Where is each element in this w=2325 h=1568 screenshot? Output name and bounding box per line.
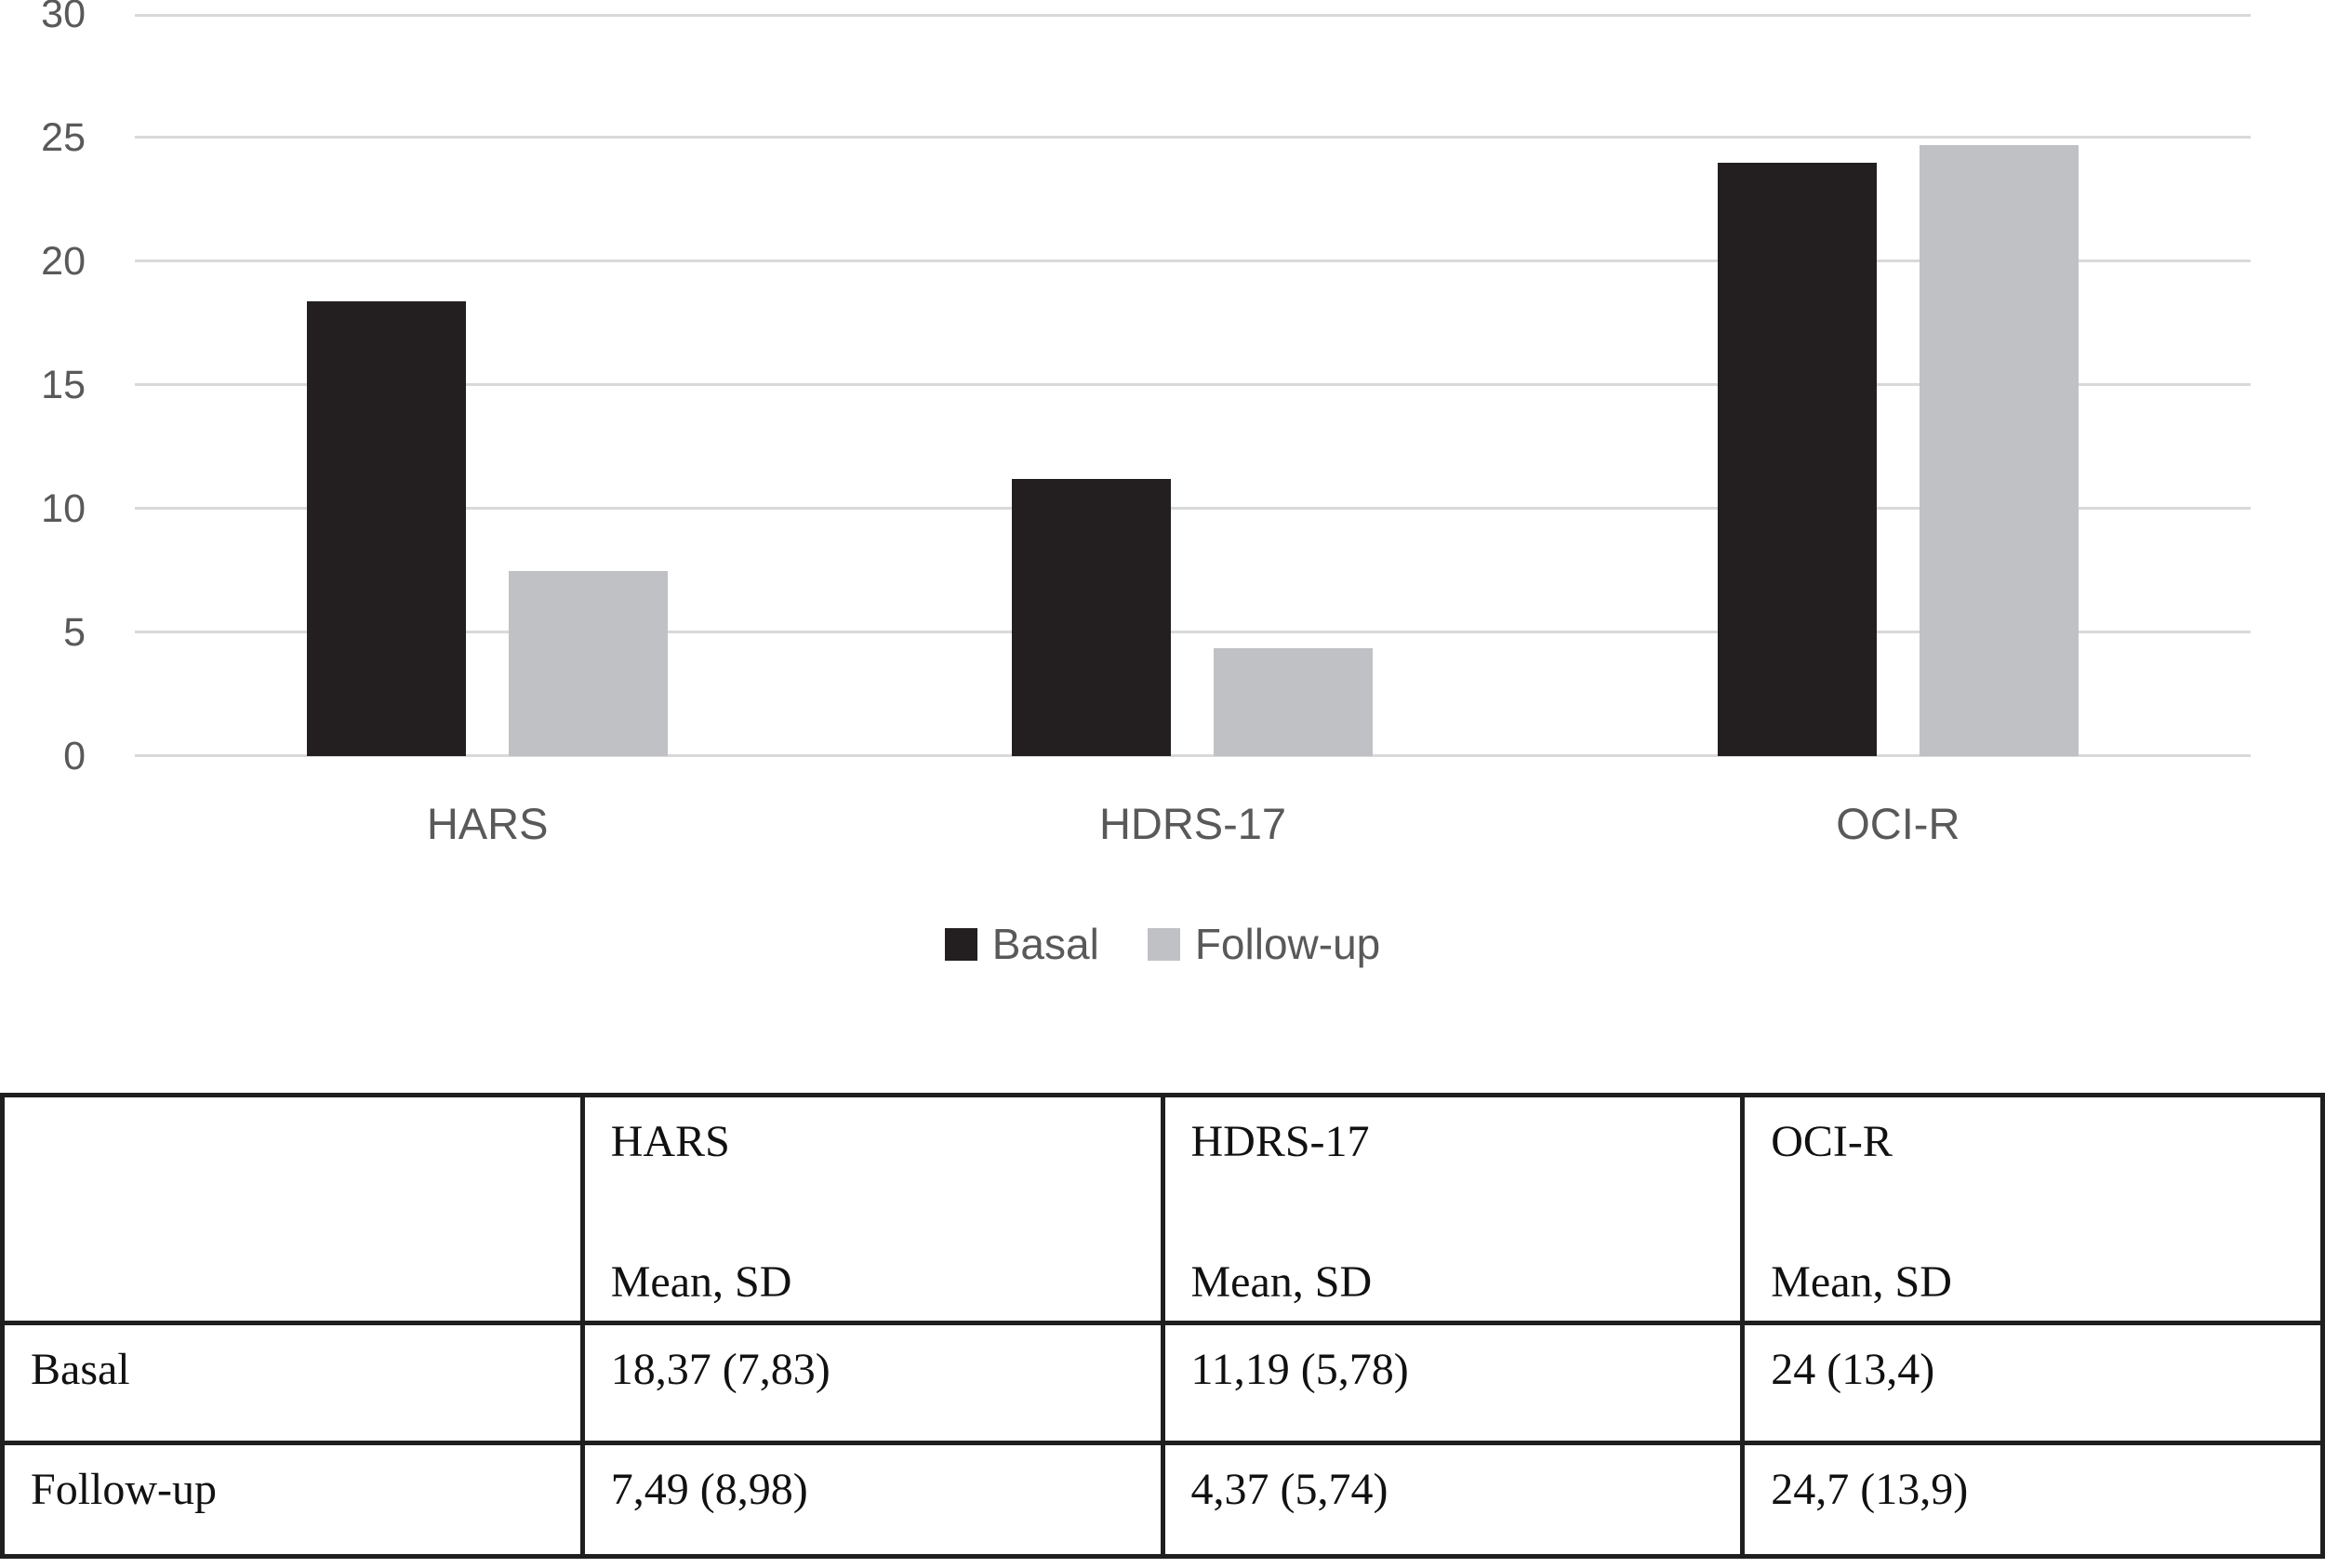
bar-oci-r-follow-up — [1919, 145, 2079, 756]
cell-follow-up-1: 4,37 (5,74) — [1160, 1441, 1746, 1559]
cell-basal-0: 18,37 (7,83) — [579, 1321, 1165, 1445]
legend-label-follow-up: Follow-up — [1194, 920, 1381, 968]
gridline-20 — [135, 259, 2251, 262]
bar-chart: 0 5 10 15 20 25 30 HARS HDRS-17 OCI-R Basal Follo… — [0, 0, 2325, 969]
column-subtitle: Mean, SD — [1190, 1257, 1373, 1307]
bar-group-hars — [135, 14, 840, 756]
chart-plot-area — [135, 14, 2251, 757]
chart-legend: Basal Follow-up — [0, 919, 2325, 969]
gridline-30 — [135, 14, 2251, 17]
row-label-basal: Basal — [0, 1321, 585, 1445]
bar-group-hdrs-17 — [840, 14, 1545, 756]
gridline-0 — [135, 754, 2251, 757]
cell-basal-2: 24 (13,4) — [1740, 1321, 2325, 1445]
gridline-10 — [135, 507, 2251, 510]
cell-follow-up-0: 7,49 (8,98) — [579, 1441, 1165, 1559]
legend-item-follow-up: Follow-up — [1147, 919, 1381, 969]
row-label-follow-up: Follow-up — [0, 1441, 585, 1559]
header-cell-hdrs-17: HDRS-17 Mean, SD — [1160, 1093, 1746, 1325]
legend-swatch-basal — [944, 927, 977, 961]
table-row-follow-up: Follow-up 7,49 (8,98) 4,37 (5,74) 24,7 (13,… — [0, 1441, 2325, 1559]
y-tick-label-10: 10 — [41, 486, 86, 531]
column-title: HDRS-17 — [1190, 1117, 1370, 1166]
header-cell-hars: HARS Mean, SD — [579, 1093, 1165, 1325]
gridline-15 — [135, 383, 2251, 386]
x-label-hars: HARS — [426, 799, 549, 848]
table-header-row: HARS Mean, SD HDRS-17 Mean, SD OCI-R Mean, SD — [0, 1093, 2325, 1325]
header-cell-oci-r: OCI-R Mean, SD — [1740, 1093, 2325, 1325]
column-subtitle: Mean, SD — [610, 1257, 792, 1307]
header-cell-empty — [0, 1093, 585, 1325]
y-tick-label-0: 0 — [63, 734, 86, 778]
y-tick-label-30: 30 — [41, 0, 86, 36]
bar-oci-r-basal — [1717, 163, 1877, 756]
legend-swatch-follow-up — [1147, 927, 1180, 961]
bar-hdrs-17-follow-up — [1214, 648, 1374, 756]
legend-label-basal: Basal — [991, 920, 1099, 968]
y-tick-label-25: 25 — [41, 115, 86, 160]
column-title: OCI-R — [1771, 1117, 1893, 1166]
x-axis-category-labels: HARS HDRS-17 OCI-R — [135, 798, 2251, 849]
x-label-hdrs-17: HDRS-17 — [1098, 799, 1287, 848]
y-tick-label-20: 20 — [41, 239, 86, 284]
gridline-5 — [135, 631, 2251, 633]
legend-item-basal: Basal — [944, 919, 1099, 969]
bar-hars-basal — [307, 301, 467, 756]
column-subtitle: Mean, SD — [1771, 1257, 1952, 1307]
cell-basal-1: 11,19 (5,78) — [1160, 1321, 1746, 1445]
y-tick-label-15: 15 — [41, 363, 86, 407]
bar-group-oci-r — [1546, 14, 2251, 756]
x-label-oci-r: OCI-R — [1836, 799, 1960, 848]
y-tick-label-5: 5 — [63, 610, 86, 655]
column-title: HARS — [610, 1117, 730, 1166]
gridline-25 — [135, 136, 2251, 139]
table-row-basal: Basal 18,37 (7,83) 11,19 (5,78) 24 (13,4) — [0, 1321, 2325, 1445]
summary-stats-table: HARS Mean, SD HDRS-17 Mean, SD OCI-R Mean, SD… — [0, 1093, 2325, 1559]
bar-hdrs-17-basal — [1012, 479, 1172, 756]
cell-follow-up-2: 24,7 (13,9) — [1740, 1441, 2325, 1559]
bar-hars-follow-up — [509, 571, 669, 756]
